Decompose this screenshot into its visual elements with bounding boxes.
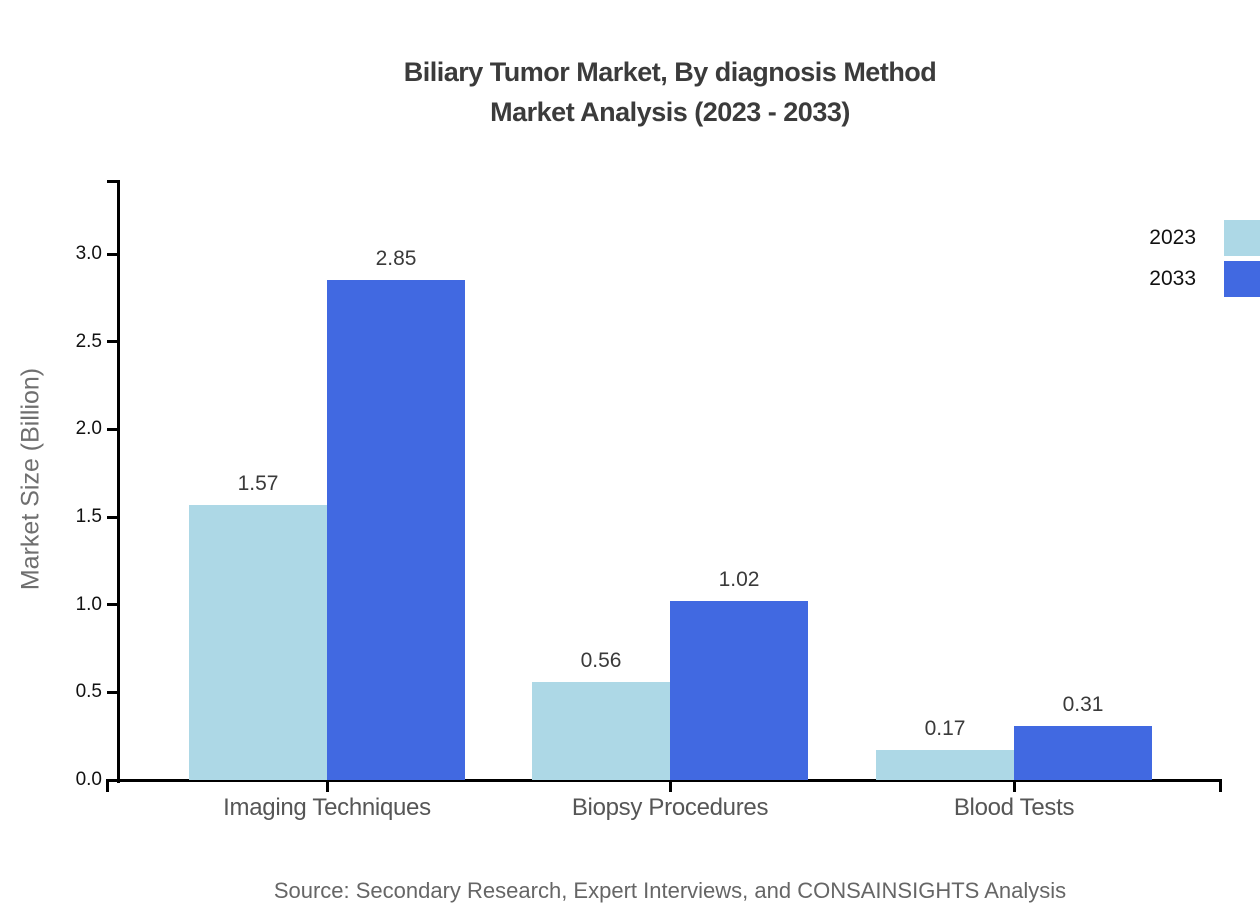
bar-value-label: 1.02 — [718, 568, 760, 592]
x-axis-line — [106, 779, 1222, 782]
legend-label-2023: 2023 — [1149, 226, 1196, 249]
legend-label-2033: 2033 — [1149, 267, 1196, 290]
bar-value-label: 2.85 — [375, 247, 417, 271]
bar-2023-biopsy-procedures — [532, 681, 670, 780]
x-category-label: Imaging Techniques — [223, 794, 431, 821]
legend-swatch-2023 — [1224, 220, 1260, 256]
bar-value-label: 0.31 — [1062, 692, 1104, 716]
source-note: Source: Secondary Research, Expert Inter… — [273, 878, 1067, 903]
bar-value-label: 0.17 — [924, 717, 966, 741]
y-tick-label: 3.0 — [75, 243, 102, 264]
chart-title-line1: Biliary Tumor Market, By diagnosis Metho… — [403, 57, 937, 87]
y-tick — [107, 690, 120, 694]
chart-title-line2: Market Analysis (2023 - 2033) — [490, 97, 850, 127]
y-tick-label: 0.5 — [75, 681, 102, 703]
y-axis-end-tick — [107, 180, 120, 183]
y-axis-line — [117, 180, 120, 783]
y-tick — [107, 778, 120, 782]
x-tick — [325, 779, 329, 792]
bar-2023-blood-tests — [876, 750, 1014, 780]
bar-2023-imaging-techniques — [189, 504, 327, 780]
y-tick — [107, 252, 120, 256]
x-tick — [1012, 779, 1016, 792]
bar-value-label: 1.57 — [237, 471, 279, 495]
y-tick-label: 1.5 — [75, 506, 102, 527]
y-tick-label: 1.0 — [75, 593, 102, 615]
bar-2033-imaging-techniques — [327, 280, 465, 780]
y-tick-label: 2.0 — [75, 418, 102, 440]
bar-2033-biopsy-procedures — [670, 601, 808, 780]
bar-value-label: 0.56 — [580, 648, 622, 672]
y-tick-label: 0.0 — [75, 769, 102, 790]
y-tick — [107, 340, 120, 344]
y-axis-label: Market Size (Billion) — [16, 367, 45, 591]
y-tick — [107, 603, 120, 607]
x-axis-right-end-tick — [1219, 779, 1222, 792]
y-tick — [107, 515, 120, 519]
x-category-label: Blood Tests — [953, 794, 1075, 821]
bar-2033-blood-tests — [1014, 725, 1152, 780]
x-category-label: Biopsy Procedures — [571, 794, 769, 821]
x-axis-left-end-tick — [106, 779, 109, 792]
legend-swatch-2033 — [1224, 261, 1260, 297]
y-tick — [107, 427, 120, 431]
chart-title: Biliary Tumor Market, By diagnosis Metho… — [80, 52, 1260, 132]
y-tick-label: 2.5 — [75, 330, 102, 352]
x-tick — [668, 779, 672, 792]
